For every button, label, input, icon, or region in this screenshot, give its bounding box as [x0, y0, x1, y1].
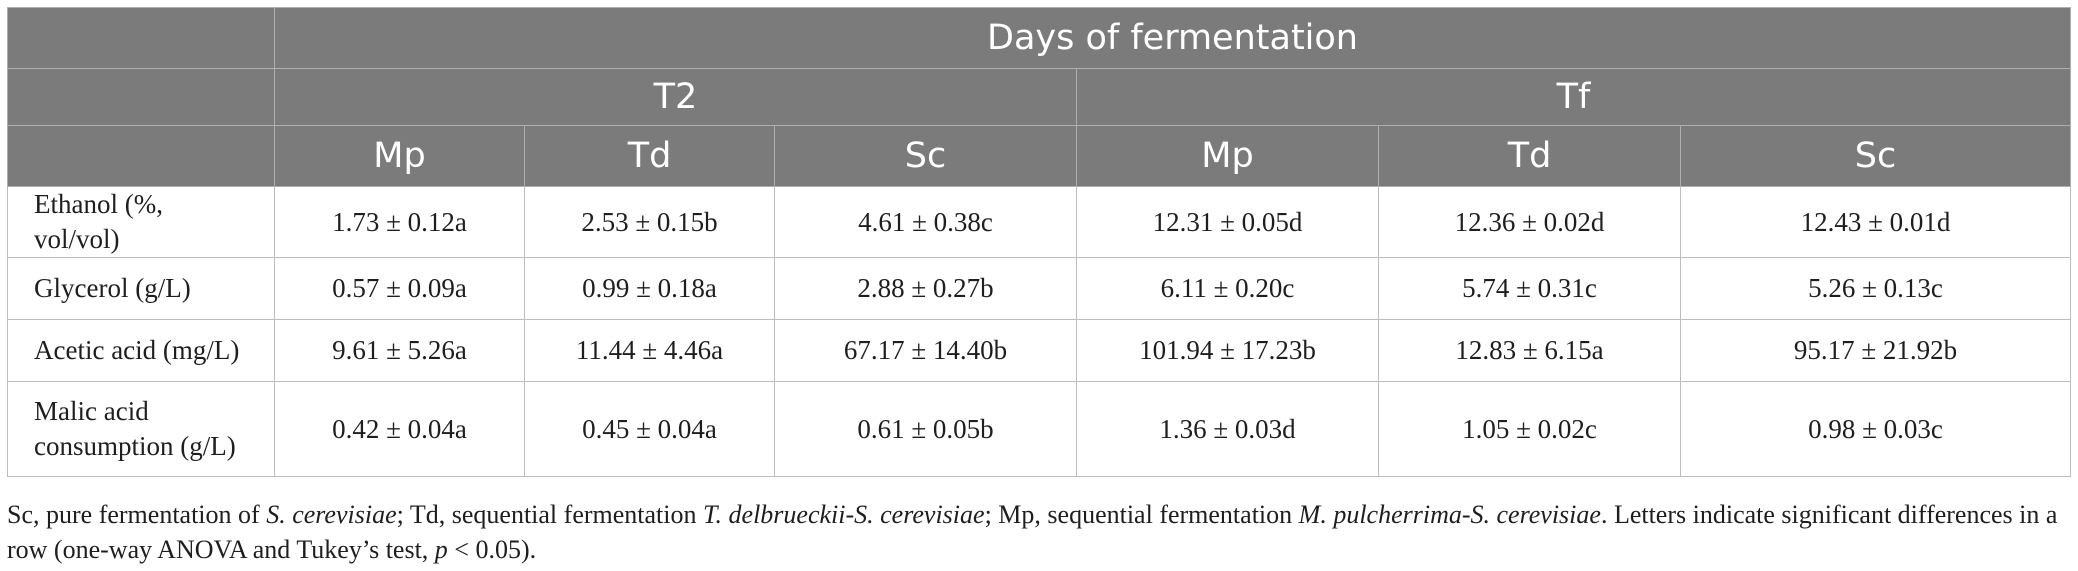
table-cell: 12.31 ± 0.05d	[1076, 185, 1379, 259]
row-label: Acetic acid (mg/L)	[7, 319, 275, 383]
table-cell: 0.45 ± 0.04a	[524, 381, 775, 478]
fermentation-table-container: Days of fermentation T2 Tf Mp Td Sc Mp T…	[7, 7, 2071, 478]
table-cell: 12.43 ± 0.01d	[1680, 185, 2071, 259]
header-corner-cell	[7, 125, 275, 187]
header-row-strain: Mp Td Sc Mp Td Sc	[7, 125, 2071, 187]
group-header: Days of fermentation	[274, 7, 2071, 69]
table-row: Acetic acid (mg/L) 9.61 ± 5.26a 11.44 ± …	[7, 319, 2071, 383]
footnote-text: . Letters indicate significant differenc…	[7, 500, 2058, 564]
footnote-species: T. delbrueckii-S. cerevisiae	[703, 500, 985, 529]
table-cell: 11.44 ± 4.46a	[524, 319, 775, 383]
table-cell: 12.83 ± 6.15a	[1378, 319, 1681, 383]
table-cell: 5.74 ± 0.31c	[1378, 257, 1681, 321]
header-corner-cell	[7, 7, 275, 69]
table-cell: 101.94 ± 17.23b	[1076, 319, 1379, 383]
table-cell: 4.61 ± 0.38c	[774, 185, 1077, 259]
table-cell: 6.11 ± 0.20c	[1076, 257, 1379, 321]
table-row: Malic acid consumption (g/L) 0.42 ± 0.04…	[7, 381, 2071, 478]
table-cell: 67.17 ± 14.40b	[774, 319, 1077, 383]
sub-header: Sc	[774, 125, 1077, 187]
time-header-t2: T2	[274, 68, 1077, 126]
table-cell: 0.61 ± 0.05b	[774, 381, 1077, 478]
header-corner-cell	[7, 68, 275, 126]
table-cell: 1.73 ± 0.12a	[274, 185, 525, 259]
table-cell: 12.36 ± 0.02d	[1378, 185, 1681, 259]
footnote-p-symbol: p	[434, 535, 448, 564]
table-row: Glycerol (g/L) 0.57 ± 0.09a 0.99 ± 0.18a…	[7, 257, 2071, 321]
table-cell: 0.98 ± 0.03c	[1680, 381, 2071, 478]
row-label: Glycerol (g/L)	[7, 257, 275, 321]
table-cell: 1.05 ± 0.02c	[1378, 381, 1681, 478]
footnote-text: < 0.05).	[447, 535, 537, 564]
table-cell: 1.36 ± 0.03d	[1076, 381, 1379, 478]
sub-header: Td	[1378, 125, 1681, 187]
table-row: Ethanol (%, vol/vol) 1.73 ± 0.12a 2.53 ±…	[7, 185, 2071, 259]
footnote-species: M. pulcherrima-S. cerevisiae	[1298, 500, 1601, 529]
table-cell: 0.57 ± 0.09a	[274, 257, 525, 321]
table-cell: 0.99 ± 0.18a	[524, 257, 775, 321]
footnote-text: ; Mp, sequential fermentation	[984, 500, 1299, 529]
table-cell: 9.61 ± 5.26a	[274, 319, 525, 383]
footnote-species: S. cerevisiae	[266, 500, 397, 529]
sub-header: Sc	[1680, 125, 2071, 187]
table-cell: 5.26 ± 0.13c	[1680, 257, 2071, 321]
fermentation-table: Days of fermentation T2 Tf Mp Td Sc Mp T…	[7, 7, 2071, 478]
header-row-group: Days of fermentation	[7, 7, 2071, 69]
table-cell: 2.88 ± 0.27b	[774, 257, 1077, 321]
footnote-text: ; Td, sequential fermentation	[396, 500, 703, 529]
row-label: Malic acid consumption (g/L)	[7, 381, 275, 478]
sub-header: Td	[524, 125, 775, 187]
header-row-time: T2 Tf	[7, 68, 2071, 126]
row-label: Ethanol (%, vol/vol)	[7, 185, 275, 259]
table-cell: 2.53 ± 0.15b	[524, 185, 775, 259]
table-footnote: Sc, pure fermentation of S. cerevisiae; …	[7, 497, 2075, 567]
table-cell: 95.17 ± 21.92b	[1680, 319, 2071, 383]
sub-header: Mp	[1076, 125, 1379, 187]
time-header-tf: Tf	[1076, 68, 2071, 126]
sub-header: Mp	[274, 125, 525, 187]
footnote-text: Sc, pure fermentation of	[7, 500, 267, 529]
table-cell: 0.42 ± 0.04a	[274, 381, 525, 478]
